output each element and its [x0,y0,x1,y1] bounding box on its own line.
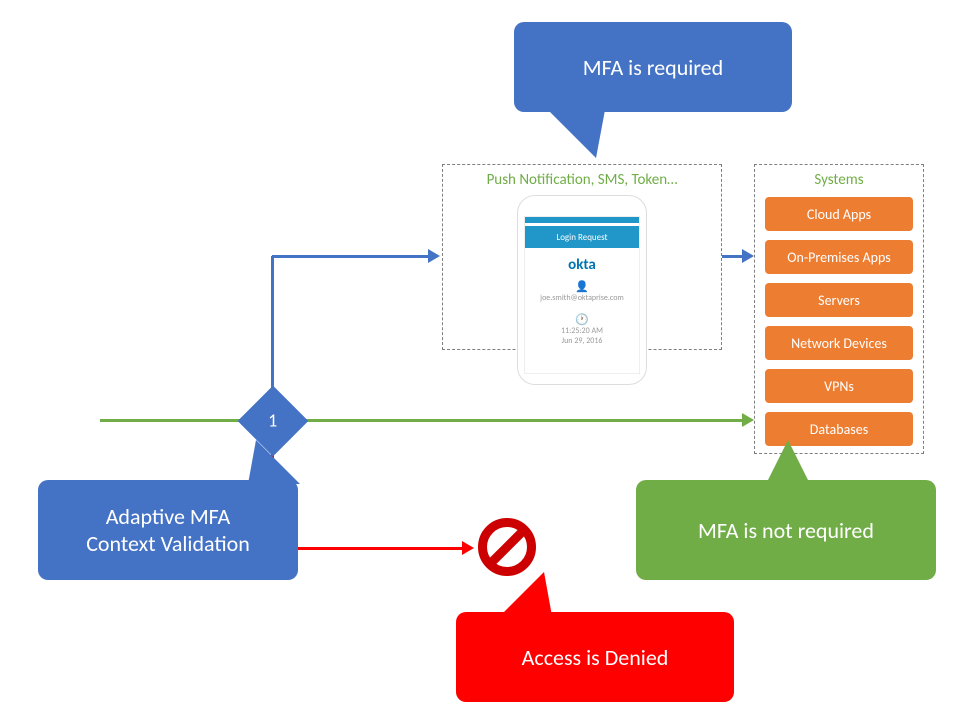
callout-mfa-not-required-pointer [766,440,810,484]
system-item: On-Premises Apps [765,240,913,274]
arrow-blue-head1 [428,249,440,263]
arrow-red-horiz [272,547,462,550]
arrow-green-head [742,413,754,427]
callout-mfa-required: MFA is required [514,22,792,112]
arrow-blue-horiz [272,255,428,258]
callout-mfa-required-text: MFA is required [583,54,723,81]
systems-box-title: Systems [755,171,923,189]
push-notification-box: Push Notification, SMS, Token… Login Req… [442,164,722,350]
system-item: Servers [765,283,913,317]
system-item: VPNs [765,369,913,403]
arrow-blue-vert [271,256,274,396]
system-item: Network Devices [765,326,913,360]
callout-adaptive-pointer [248,440,300,484]
okta-logo: okta [525,256,639,274]
callout-access-denied-text: Access is Denied [522,644,669,671]
callout-access-denied-pointer [500,572,552,616]
phone-date: Jun 29, 2016 [525,336,639,346]
system-item: Cloud Apps [765,197,913,231]
phone-time: 11:25:20 AM [525,326,639,336]
phone-user: joe.smith@oktaprise.com [525,293,639,303]
push-box-title: Push Notification, SMS, Token… [443,171,721,189]
callout-mfa-required-pointer [548,110,605,158]
phone-mockup: Login Request okta 👤 joe.smith@oktaprise… [517,195,647,385]
arrow-green-main [100,419,742,422]
arrow-red-head [462,541,474,555]
arrow-blue-head2 [742,249,754,263]
callout-adaptive-text: Adaptive MFA Context Validation [86,503,250,557]
phone-header: Login Request [525,226,639,248]
systems-box: Systems Cloud Apps On-Premises Apps Server… [754,164,924,454]
callout-access-denied: Access is Denied [456,612,734,702]
prohibit-icon [478,518,536,576]
arrow-blue-across [722,255,742,258]
callout-adaptive: Adaptive MFA Context Validation [38,480,298,580]
callout-mfa-not-required: MFA is not required [636,480,936,580]
diamond-label: 1 [268,410,277,432]
callout-mfa-not-required-text: MFA is not required [698,517,874,544]
